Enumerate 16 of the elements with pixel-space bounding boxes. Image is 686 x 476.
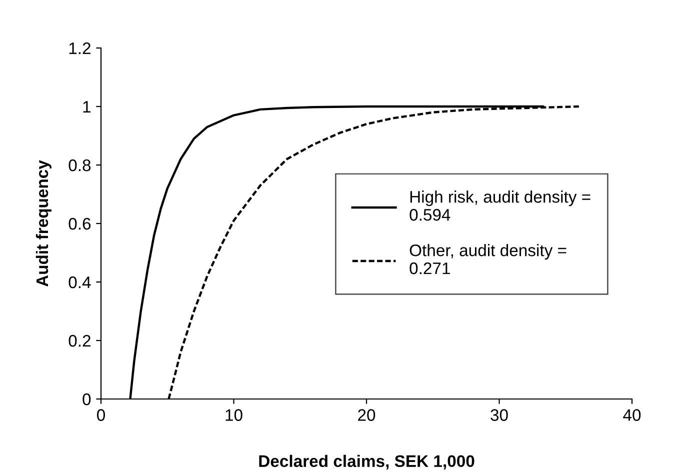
legend-label: High risk, audit density = 0.594 [410, 190, 590, 221]
legend-label: Other, audit density = 0.271 [410, 244, 566, 274]
x-tick-label: 10 [226, 409, 242, 421]
x-tick-label: 20 [358, 409, 376, 421]
x-tick-label: 0 [97, 409, 105, 421]
y-tick-label: 0.8 [68, 159, 91, 172]
x-tick-label: 30 [490, 409, 508, 421]
y-tick-label: 0.6 [68, 218, 91, 230]
y-tick-label: 0 [82, 393, 91, 406]
x-tick-label: 40 [623, 409, 641, 421]
y-tick-label: 1.2 [69, 42, 90, 54]
y-axis-title: Audit frequency [36, 160, 52, 287]
y-tick-label: 0.4 [68, 276, 91, 288]
x-axis-title: Declared claims, SEK 1,000 [259, 454, 474, 470]
y-tick-label: 1 [83, 101, 90, 113]
y-tick-label: 0.2 [68, 334, 90, 347]
